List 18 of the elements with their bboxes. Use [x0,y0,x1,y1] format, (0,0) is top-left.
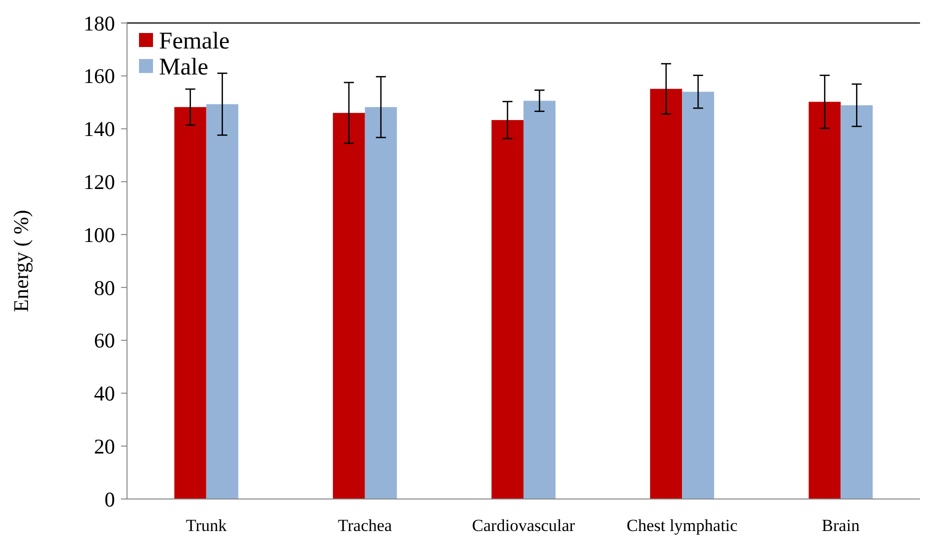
y-tick-label: 20 [94,434,115,458]
y-tick-label: 80 [94,276,115,300]
x-tick-label: Trachea [338,516,392,535]
y-tick-label: 140 [84,117,115,142]
y-tick-label: 60 [94,328,115,353]
y-tick-label: 100 [84,222,115,247]
y-tick-label: 120 [84,170,115,194]
y-tick-label: 40 [94,382,115,406]
y-axis-title: Energy ( %) [9,210,33,312]
y-tick-label: 180 [84,11,115,36]
x-tick-label: Trunk [186,516,228,535]
legend-label: Male [159,54,208,80]
x-tick-label: Chest lymphatic [626,516,738,535]
x-tick-label: Brain [822,516,860,535]
y-tick-label: 0 [104,487,115,512]
x-tick-label: Cardiovascular [472,516,576,535]
y-tick-label: 160 [84,64,115,88]
legend-label: Female [159,28,230,54]
